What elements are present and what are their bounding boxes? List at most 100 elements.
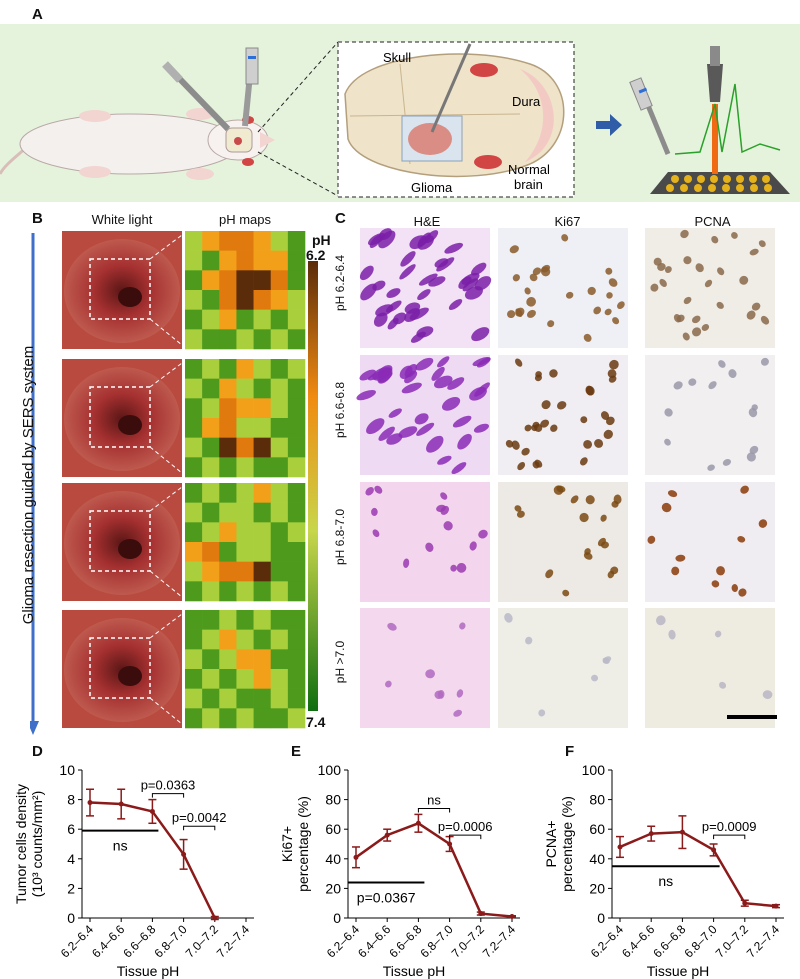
x-tick-label: 6.2–6.4 <box>588 922 626 960</box>
ph-map-cell <box>270 629 289 650</box>
x-tick-label: 6.2–6.4 <box>58 922 96 960</box>
y-tick-label: 0 <box>333 910 341 926</box>
ph-map-cell <box>253 290 272 310</box>
ph-map-cell <box>253 708 272 729</box>
ph-map-cell <box>202 290 220 310</box>
data-point <box>509 914 515 920</box>
col-title-ph-maps: pH maps <box>218 212 272 227</box>
y-tick-label: 10 <box>59 762 75 778</box>
micrograph-3-1 <box>360 482 490 602</box>
ph-map-cell <box>202 250 220 271</box>
ph-map-cell <box>236 708 254 729</box>
y-tick-label: 60 <box>589 821 605 837</box>
ph-map-cell <box>270 250 289 271</box>
micrograph-1-1 <box>359 228 492 348</box>
y-axis-label: Tumor cells density <box>13 784 29 904</box>
y-axis-label: Ki67+ <box>279 826 295 862</box>
ph-map-cell <box>270 522 289 543</box>
colorbar-top-label: 6.2 <box>306 247 326 263</box>
ph-map-cell <box>270 329 289 350</box>
ph-map-cell <box>202 708 220 729</box>
micrograph-3-3 <box>645 482 775 602</box>
colorbar <box>308 261 318 711</box>
ph-map-cell <box>185 542 203 562</box>
ph-map-cell <box>253 231 272 251</box>
x-tick-label: 7.0–7.2 <box>713 922 751 960</box>
ph-map-cell <box>270 610 289 630</box>
ph-map-cell <box>219 290 237 310</box>
skull-illustration <box>344 43 565 178</box>
series-line <box>355 821 513 918</box>
x-tick-label: 7.2–7.4 <box>214 922 252 960</box>
ph-map-cell <box>185 649 203 670</box>
ph-map-cell <box>236 290 254 310</box>
y-tick-label: 8 <box>67 792 75 808</box>
x-tick-label: 6.8–7.0 <box>682 922 720 960</box>
y-tick-label: 0 <box>597 910 605 926</box>
col-title-pcna: PCNA <box>694 214 731 229</box>
y-tick-label: 4 <box>67 851 75 867</box>
y-tick-label: 40 <box>589 851 605 867</box>
significance-bracket <box>713 834 746 840</box>
ph-map-cell <box>202 378 220 399</box>
data-point <box>478 911 484 917</box>
ph-map-cell <box>270 483 289 503</box>
ph-map-cell <box>219 610 237 630</box>
arrow-right-icon <box>596 114 622 136</box>
white-light-photo-1 <box>62 231 183 349</box>
ph-map-cell <box>219 669 237 689</box>
ph-map-cell <box>185 708 203 729</box>
ph-map-cell <box>287 581 306 602</box>
panel-label-c: C <box>335 210 346 227</box>
ph-map-cell <box>202 398 220 419</box>
x-tick-label: 6.4–6.6 <box>619 922 657 960</box>
ph-map-cell <box>270 309 289 330</box>
row-label-2: pH 6.6-6.8 <box>333 381 347 439</box>
ph-map-cell <box>236 483 254 503</box>
y-axis-label: (10³ counts/mm²) <box>29 791 45 898</box>
x-axis-label: Tissue pH <box>117 963 180 979</box>
ph-map-cell <box>253 522 272 543</box>
panel-b-side-text: Glioma resection guided by SERS system <box>20 345 37 625</box>
data-point <box>711 847 717 853</box>
ph-map-cell <box>185 309 203 330</box>
y-tick-label: 100 <box>582 762 606 778</box>
ph-map-cell <box>287 231 306 251</box>
panel-a-schematic: Skull Dura Glioma Normal brain <box>0 24 800 202</box>
panel-c-micrographs <box>356 228 777 728</box>
y-tick-label: 100 <box>318 762 342 778</box>
data-point <box>353 854 359 860</box>
ph-map-cell <box>236 378 254 399</box>
ph-map-cell <box>253 542 272 562</box>
ph-map-cell <box>253 561 272 582</box>
ph-map-cell <box>185 437 203 458</box>
ph-map-cell <box>202 502 220 523</box>
ph-map-cell <box>219 359 237 379</box>
panel-label-e: E <box>291 743 302 760</box>
chart-F: 0 20 40 60 80 100 6.2–6.46.4–6.66.6–6.86.8–7.0… <box>543 762 784 979</box>
data-point <box>415 820 421 826</box>
ph-map-cell <box>287 669 306 689</box>
ph-map-cell <box>236 250 254 271</box>
ph-map-cell <box>270 542 289 562</box>
arrow-down-icon <box>30 721 39 735</box>
ph-map-cell <box>185 250 203 271</box>
ph-map-cell <box>287 542 306 562</box>
micrograph-4-3 <box>645 608 775 728</box>
ph-map-cell <box>185 457 203 478</box>
x-tick-label: 6.6–6.8 <box>650 922 688 960</box>
significance-label: p=0.0006 <box>438 819 493 834</box>
ph-map-cell <box>202 231 220 251</box>
ph-map-cell <box>287 502 306 523</box>
ph-map-cell <box>202 309 220 330</box>
ph-map-cell <box>270 708 289 729</box>
x-tick-label: 7.0–7.2 <box>183 922 221 960</box>
ph-map-cell <box>236 398 254 419</box>
ph-map-cell <box>202 610 220 630</box>
ph-map-cell <box>236 649 254 670</box>
ph-map-cell <box>253 629 272 650</box>
ph-map-cell <box>219 437 237 458</box>
micrograph-2-2 <box>498 355 628 475</box>
ph-map-2 <box>185 359 306 478</box>
